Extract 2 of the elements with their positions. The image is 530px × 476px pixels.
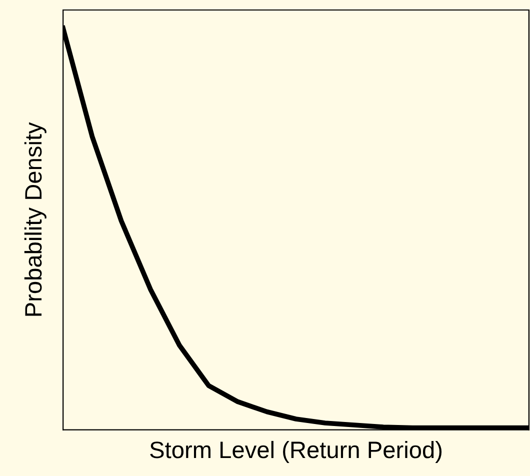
x-axis-title: Storm Level (Return Period) [150,440,442,463]
y-axis-title: Probability Density [24,122,46,316]
